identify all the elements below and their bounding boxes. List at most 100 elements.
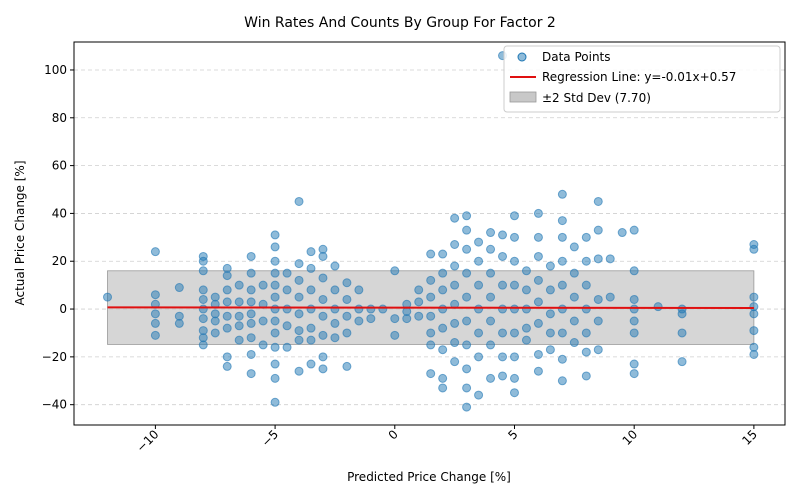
y-tick-label: 60	[52, 159, 67, 173]
data-point	[450, 239, 460, 249]
data-point	[509, 304, 519, 314]
data-point	[593, 316, 603, 326]
data-point	[498, 280, 508, 290]
data-point	[557, 280, 567, 290]
data-point	[402, 314, 412, 324]
data-point	[426, 292, 436, 302]
data-point	[474, 352, 484, 362]
data-point	[450, 213, 460, 223]
data-point	[426, 328, 436, 338]
data-point	[557, 376, 567, 386]
data-point	[390, 266, 400, 276]
data-point	[462, 292, 472, 302]
data-point	[533, 318, 543, 328]
data-point	[342, 361, 352, 371]
data-point	[246, 318, 256, 328]
data-point	[677, 309, 687, 319]
x-tick-label: −5	[259, 427, 281, 449]
data-point	[270, 230, 280, 240]
data-point	[246, 333, 256, 343]
data-point	[210, 328, 220, 338]
data-point	[438, 304, 448, 314]
data-point	[450, 280, 460, 290]
data-point	[246, 251, 256, 261]
data-point	[569, 268, 579, 278]
data-point	[749, 244, 759, 254]
x-tick-label: 0	[386, 427, 401, 442]
data-point	[222, 352, 232, 362]
data-point	[545, 345, 555, 355]
data-point	[390, 314, 400, 324]
y-tick-label: 100	[44, 63, 67, 77]
data-point	[270, 342, 280, 352]
data-point	[677, 328, 687, 338]
data-point	[521, 335, 531, 345]
data-point	[234, 321, 244, 331]
data-point	[342, 294, 352, 304]
data-point	[569, 242, 579, 252]
data-point	[282, 268, 292, 278]
data-point	[354, 304, 364, 314]
data-point	[545, 285, 555, 295]
data-point	[509, 280, 519, 290]
data-point	[150, 290, 160, 300]
data-point	[533, 232, 543, 242]
data-point	[366, 314, 376, 324]
y-tick-label: 20	[52, 254, 67, 268]
data-point	[557, 232, 567, 242]
data-point	[474, 328, 484, 338]
data-point	[629, 294, 639, 304]
data-point	[258, 280, 268, 290]
data-point	[498, 230, 508, 240]
data-point	[270, 242, 280, 252]
data-point	[521, 266, 531, 276]
y-tick-label: −20	[42, 350, 67, 364]
data-point	[749, 326, 759, 336]
data-point	[569, 338, 579, 348]
data-point	[306, 247, 316, 257]
y-tick-label: 40	[52, 206, 67, 220]
data-point	[318, 273, 328, 283]
data-point	[593, 196, 603, 206]
data-point	[234, 297, 244, 307]
data-point	[222, 361, 232, 371]
data-point	[198, 314, 208, 324]
data-point	[486, 373, 496, 383]
data-point	[198, 266, 208, 276]
data-point	[533, 297, 543, 307]
data-point	[521, 323, 531, 333]
chart-title: Win Rates And Counts By Group For Factor…	[244, 15, 556, 31]
data-point	[462, 383, 472, 393]
data-point	[246, 268, 256, 278]
data-point	[593, 225, 603, 235]
data-point	[198, 340, 208, 350]
data-point	[629, 266, 639, 276]
data-point	[318, 352, 328, 362]
data-point	[222, 285, 232, 295]
data-point	[426, 340, 436, 350]
data-point	[677, 357, 687, 367]
data-point	[426, 311, 436, 321]
data-point	[282, 285, 292, 295]
data-point	[509, 373, 519, 383]
data-point	[509, 232, 519, 242]
data-point	[474, 237, 484, 247]
data-point	[270, 304, 280, 314]
data-point	[294, 275, 304, 285]
data-point	[629, 359, 639, 369]
data-point	[593, 254, 603, 264]
data-point	[318, 364, 328, 374]
y-tick-label: 0	[59, 302, 67, 316]
data-point	[593, 345, 603, 355]
data-point	[234, 311, 244, 321]
data-point	[474, 280, 484, 290]
data-point	[557, 189, 567, 199]
data-point	[270, 316, 280, 326]
data-point	[438, 383, 448, 393]
data-point	[581, 232, 591, 242]
y-tick-label: −40	[42, 398, 67, 412]
data-point	[366, 304, 376, 314]
data-point	[150, 318, 160, 328]
data-point	[306, 335, 316, 345]
data-point	[545, 309, 555, 319]
